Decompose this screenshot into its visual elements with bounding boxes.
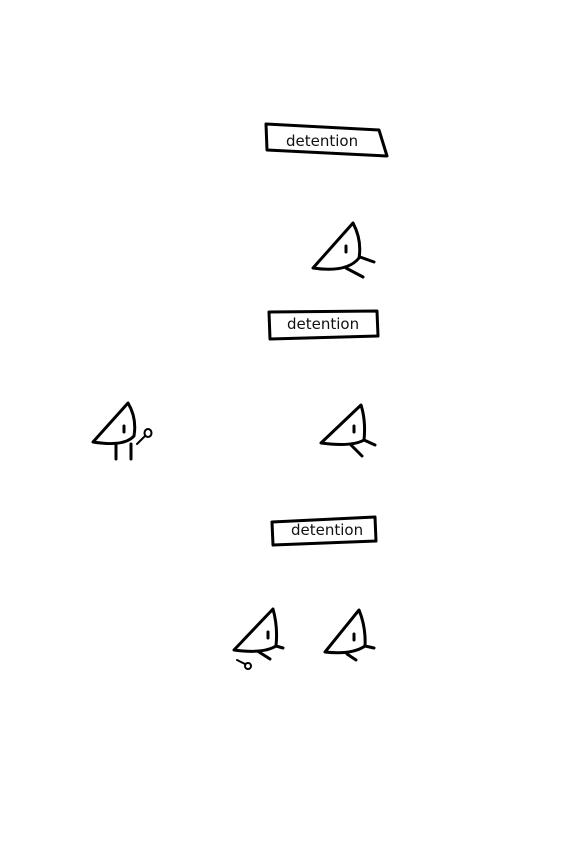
detention-sign-label: detention [286, 132, 358, 150]
student-figure [313, 223, 374, 277]
spoon-icon [145, 429, 152, 437]
dropped-spoon-icon [245, 663, 251, 669]
detention-sign: detention [266, 124, 387, 156]
detention-sign-label: detention [291, 521, 363, 539]
student-figure [325, 610, 374, 660]
detention-sign: detention [269, 311, 378, 339]
student-figure [321, 405, 375, 456]
panel-2: detention [93, 311, 378, 459]
detention-sign-label: detention [287, 315, 359, 333]
detention-sign: detention [272, 517, 376, 545]
panel-1: detention [266, 124, 387, 277]
panel-3: detention [234, 517, 376, 669]
teacher-figure [234, 609, 283, 669]
teacher-figure [93, 403, 152, 459]
